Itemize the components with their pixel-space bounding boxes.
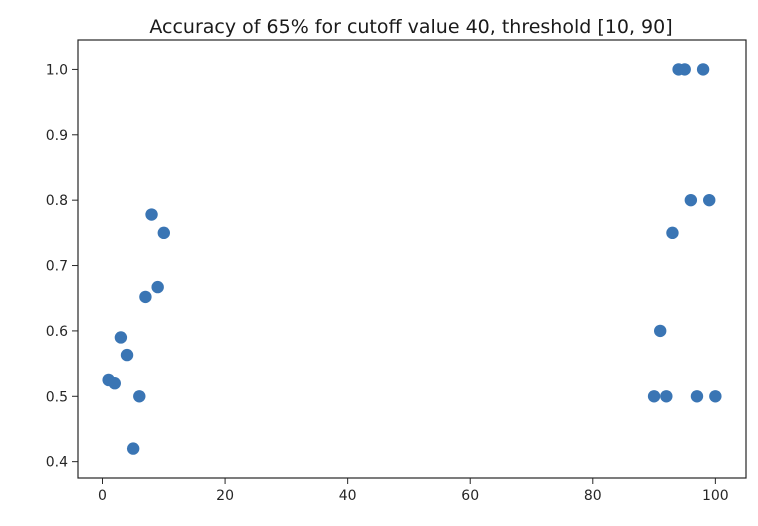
x-tick-label: 20 (216, 488, 234, 504)
data-point (108, 377, 121, 390)
chart-title: Accuracy of 65% for cutoff value 40, thr… (149, 16, 672, 38)
data-point (139, 290, 152, 304)
data-points (102, 63, 722, 455)
data-point (703, 193, 716, 207)
data-point (120, 348, 134, 362)
data-point (647, 390, 661, 403)
data-point (126, 442, 140, 455)
x-axis-ticks: 0 20 40 60 80 100 (98, 478, 729, 504)
y-tick-label: 0.7 (46, 259, 68, 275)
y-tick-label: 1.0 (46, 62, 68, 78)
data-point (678, 63, 691, 76)
data-point (690, 390, 704, 403)
x-tick-label: 60 (461, 488, 479, 504)
data-point (709, 390, 722, 403)
y-tick-label: 0.5 (46, 389, 68, 405)
y-axis-ticks: 0.4 0.5 0.6 0.7 0.8 0.9 1.0 (46, 62, 78, 471)
y-tick-label: 0.4 (46, 455, 68, 471)
y-tick-label: 0.6 (46, 324, 68, 340)
data-point (666, 226, 679, 240)
data-point (133, 390, 146, 403)
y-tick-label: 0.8 (46, 193, 68, 209)
data-point (157, 226, 170, 240)
data-point (696, 63, 710, 76)
x-tick-label: 40 (339, 488, 357, 504)
plot-frame (77, 39, 747, 479)
data-point (145, 208, 158, 221)
data-point (654, 324, 667, 338)
y-tick-label: 0.9 (46, 128, 68, 144)
data-point (114, 331, 128, 344)
data-point (660, 390, 673, 403)
x-tick-label: 0 (98, 488, 107, 504)
data-point (151, 280, 164, 294)
x-tick-label: 80 (584, 488, 602, 504)
plot-area (78, 40, 746, 478)
x-tick-label: 100 (702, 488, 729, 504)
data-point (684, 193, 698, 207)
